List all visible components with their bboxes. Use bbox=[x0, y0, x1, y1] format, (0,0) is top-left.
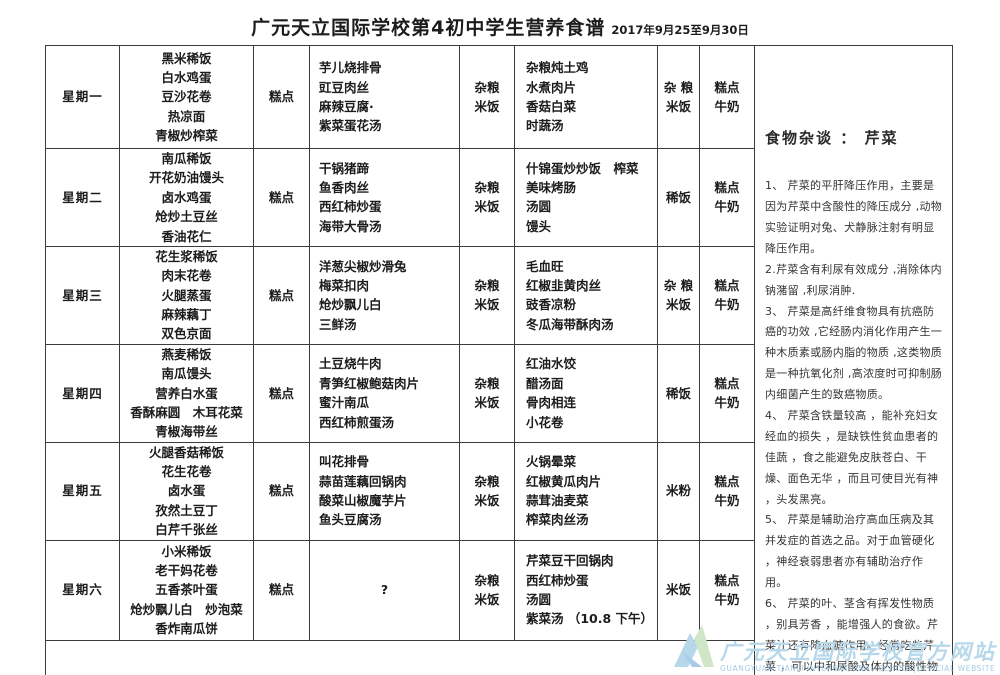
friday-dinner: 火锅晕菜 红椒黄瓜肉片 蒜茸油麦菜 榨菜肉丝汤 bbox=[514, 441, 658, 541]
day-label-wednesday: 星期三 bbox=[45, 245, 120, 345]
tuesday-dinner-side: 糕点 牛奶 bbox=[699, 148, 755, 247]
table-row-wednesday: 星期三 花生浆稀饭 肉末花卷 火腿蒸蛋 麻辣藕丁 双色京面 糕点 洋葱尖椒炒滑兔… bbox=[45, 245, 953, 345]
food-talk-title: 食物杂谈 ： 芹菜 bbox=[765, 128, 899, 147]
friday-breakfast: 火腿香菇稀饭 花生花卷 卤水蛋 孜然土豆丁 白芹千张丝 bbox=[119, 441, 254, 541]
monday-dinner: 杂粮炖土鸡 水煮肉片 香菇白菜 时蔬汤 bbox=[514, 45, 658, 149]
thursday-dinner-staple: 稀饭 bbox=[657, 343, 700, 443]
friday-dinner-side: 糕点 牛奶 bbox=[699, 441, 755, 541]
saturday-lunch: ? bbox=[309, 539, 460, 641]
day-label-thursday: 星期四 bbox=[45, 343, 120, 443]
wednesday-dinner-staple: 杂 粮 米饭 bbox=[657, 245, 700, 345]
wednesday-breakfast-side: 糕点 bbox=[253, 245, 310, 345]
page-title: 广元天立国际学校第4初中学生营养食谱 2017年9月25至9月30日 bbox=[0, 13, 1000, 40]
saturday-dinner-side: 糕点 牛奶 bbox=[699, 539, 755, 641]
food-talk-body: 1、 芹菜的平肝降压作用，主要是因为芹菜中含酸性的降压成分 ,动物实验证明对兔、… bbox=[765, 179, 943, 673]
monday-lunch-staple: 杂粮 米饭 bbox=[459, 45, 515, 149]
document-date-range: 2017年9月25至9月30日 bbox=[611, 23, 749, 37]
table-row-thursday: 星期四 燕麦稀饭 南瓜馒头 营养白水蛋 香酥麻圆 木耳花菜 青椒海带丝 糕点 土… bbox=[45, 343, 953, 443]
saturday-dinner: 芹菜豆干回锅肉 西红柿炒蛋 汤圆 紫菜汤 （10.8 下午） bbox=[514, 539, 658, 641]
tuesday-dinner: 什锦蛋炒炒饭 榨菜 美味烤肠 汤圆 馒头 bbox=[514, 148, 658, 247]
thursday-lunch-staple: 杂粮 米饭 bbox=[459, 343, 515, 443]
thursday-breakfast-side: 糕点 bbox=[253, 343, 310, 443]
saturday-lunch-staple: 杂粮 米饭 bbox=[459, 539, 515, 641]
wednesday-lunch-staple: 杂粮 米饭 bbox=[459, 245, 515, 345]
wednesday-lunch: 洋葱尖椒炒滑兔 梅菜扣肉 炝炒飘儿白 三鲜汤 bbox=[309, 245, 460, 345]
thursday-dinner: 红油水饺 醋汤面 骨肉相连 小花卷 bbox=[514, 343, 658, 443]
day-label-monday: 星期一 bbox=[45, 45, 120, 149]
thursday-lunch: 土豆烧牛肉 青笋红椒鲍菇肉片 蜜汁南瓜 西红柿煎蛋汤 bbox=[309, 343, 460, 443]
friday-dinner-staple: 米粉 bbox=[657, 441, 700, 541]
monday-breakfast-side: 糕点 bbox=[253, 45, 310, 149]
footer-signoff-row: 编制 ： 张 兵 审查: 审批: 崔兴文 注: 如有变动，以当天为准。 bbox=[45, 639, 755, 675]
monday-lunch: 芋儿烧排骨 豇豆肉丝 麻辣豆腐· 紫菜蛋花汤 bbox=[309, 45, 460, 149]
friday-lunch: 叫花排骨 蒜苗莲藕回锅肉 酸菜山椒魔芋片 鱼头豆腐汤 bbox=[309, 441, 460, 541]
tuesday-breakfast: 南瓜稀饭 开花奶油馒头 卤水鸡蛋 炝炒土豆丝 香油花仁 bbox=[119, 148, 254, 247]
wednesday-dinner-side: 糕点 牛奶 bbox=[699, 245, 755, 345]
thursday-dinner-side: 糕点 牛奶 bbox=[699, 343, 755, 443]
table-row-saturday: 星期六 小米稀饭 老干妈花卷 五香茶叶蛋 炝炒飘儿白 炒泡菜 香炸南瓜饼 糕点 … bbox=[45, 539, 953, 641]
table-row-footer: 编制 ： 张 兵 审查: 审批: 崔兴文 注: 如有变动，以当天为准。 bbox=[45, 639, 953, 675]
day-label-saturday: 星期六 bbox=[45, 539, 120, 641]
weekly-menu-table: 星期一 黑米稀饭 白水鸡蛋 豆沙花卷 热凉面 青椒炒榨菜 糕点 芋儿烧排骨 豇豆… bbox=[45, 44, 953, 675]
tuesday-breakfast-side: 糕点 bbox=[253, 148, 310, 247]
table-row-monday: 星期一 黑米稀饭 白水鸡蛋 豆沙花卷 热凉面 青椒炒榨菜 糕点 芋儿烧排骨 豇豆… bbox=[45, 44, 953, 675]
food-talk-panel: 食物杂谈 ： 芹菜 1、 芹菜的平肝降压作用，主要是因为芹菜中含酸性的降压成分 … bbox=[754, 44, 953, 675]
saturday-breakfast: 小米稀饭 老干妈花卷 五香茶叶蛋 炝炒飘儿白 炒泡菜 香炸南瓜饼 bbox=[119, 539, 254, 641]
thursday-breakfast: 燕麦稀饭 南瓜馒头 营养白水蛋 香酥麻圆 木耳花菜 青椒海带丝 bbox=[119, 343, 254, 443]
saturday-breakfast-side: 糕点 bbox=[253, 539, 310, 641]
table-row-friday: 星期五 火腿香菇稀饭 花生花卷 卤水蛋 孜然土豆丁 白芹千张丝 糕点 叫花排骨 … bbox=[45, 441, 953, 541]
day-label-friday: 星期五 bbox=[45, 441, 120, 541]
tuesday-lunch-staple: 杂粮 米饭 bbox=[459, 148, 515, 247]
monday-breakfast: 黑米稀饭 白水鸡蛋 豆沙花卷 热凉面 青椒炒榨菜 bbox=[119, 45, 254, 149]
table-row-tuesday: 星期二 南瓜稀饭 开花奶油馒头 卤水鸡蛋 炝炒土豆丝 香油花仁 糕点 干锅猪蹄 … bbox=[45, 148, 953, 247]
document-title: 广元天立国际学校第4初中学生营养食谱 bbox=[251, 17, 606, 39]
tuesday-lunch: 干锅猪蹄 鱼香肉丝 西红柿炒蛋 海带大骨汤 bbox=[309, 148, 460, 247]
friday-breakfast-side: 糕点 bbox=[253, 441, 310, 541]
day-label-tuesday: 星期二 bbox=[45, 148, 120, 247]
friday-lunch-staple: 杂粮 米饭 bbox=[459, 441, 515, 541]
tuesday-dinner-staple: 稀饭 bbox=[657, 148, 700, 247]
wednesday-breakfast: 花生浆稀饭 肉末花卷 火腿蒸蛋 麻辣藕丁 双色京面 bbox=[119, 245, 254, 345]
saturday-dinner-staple: 米饭 bbox=[657, 539, 700, 641]
monday-dinner-side: 糕点 牛奶 bbox=[699, 45, 755, 149]
wednesday-dinner: 毛血旺 红椒韭黄肉丝 豉香凉粉 冬瓜海带酥肉汤 bbox=[514, 245, 658, 345]
monday-dinner-staple: 杂 粮 米饭 bbox=[657, 45, 700, 149]
